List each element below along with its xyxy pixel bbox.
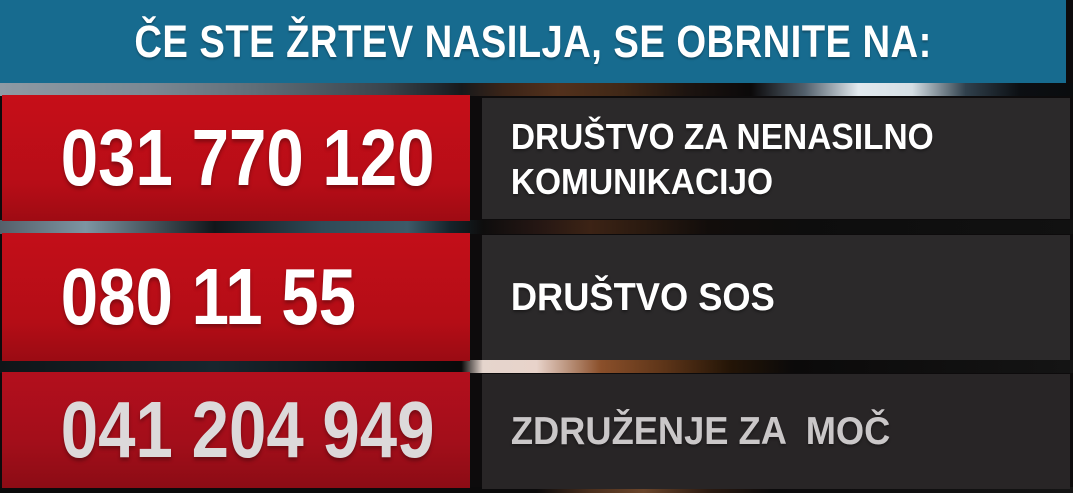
video-background-strip-gap-2	[0, 360, 1073, 373]
phone-number-3: 041 204 949	[60, 385, 435, 474]
headline-text: ČE STE ŽRTEV NASILJA, SE OBRNITE NA:	[134, 15, 932, 67]
organization-name-1: DRUŠTVO ZA NENASILNO KOMUNIKACIJO	[510, 115, 934, 202]
organization-block-2: DRUŠTVO SOS	[482, 235, 1070, 360]
phone-number-block-1: 031 770 120	[2, 95, 470, 221]
video-background-strip-bottom	[0, 487, 1073, 493]
organization-name-2: DRUŠTVO SOS	[510, 275, 775, 319]
phone-number-block-3: 041 204 949	[2, 372, 470, 488]
organization-block-1: DRUŠTVO ZA NENASILNO KOMUNIKACIJO	[482, 98, 1070, 219]
video-background-strip-top	[0, 83, 1073, 96]
phone-number-2: 080 11 55	[60, 252, 357, 341]
headline-banner: ČE STE ŽRTEV NASILJA, SE OBRNITE NA:	[0, 0, 1066, 83]
video-background-strip-gap-1	[0, 220, 1073, 234]
phone-number-1: 031 770 120	[60, 113, 435, 202]
organization-block-3: ZDRUŽENJE ZA MOČ	[482, 374, 1070, 489]
organization-name-3: ZDRUŽENJE ZA MOČ	[510, 409, 891, 453]
phone-number-block-2: 080 11 55	[2, 233, 470, 361]
